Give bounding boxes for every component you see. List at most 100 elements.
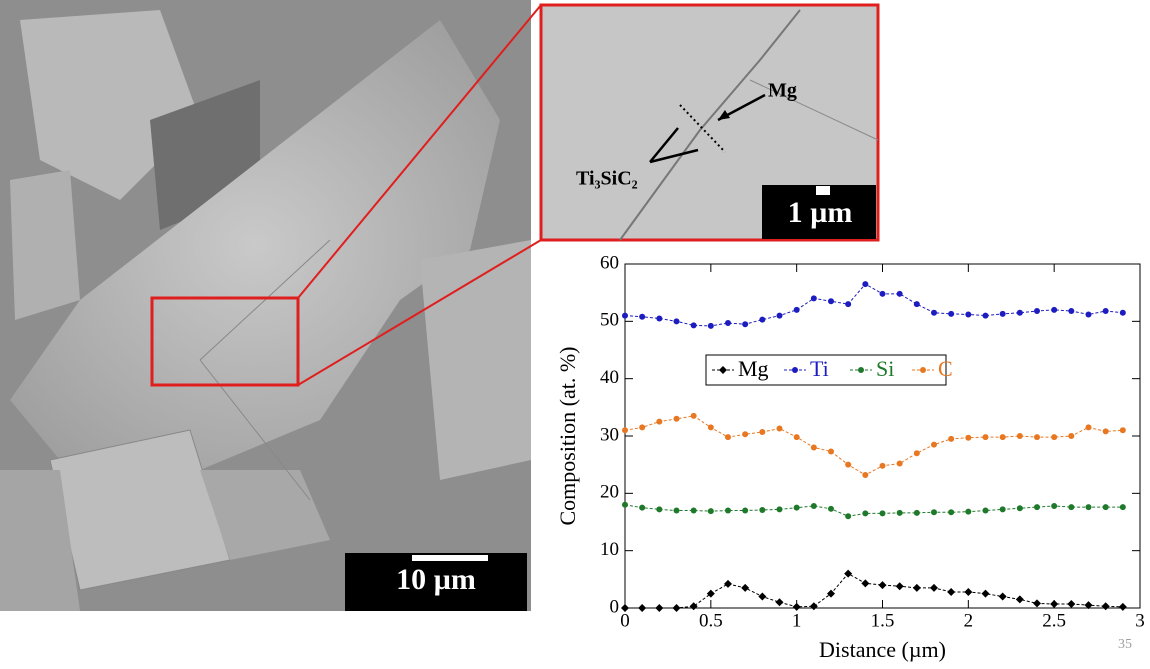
legend-label: Ti bbox=[810, 356, 829, 381]
marker bbox=[827, 590, 835, 598]
marker bbox=[880, 463, 886, 469]
marker bbox=[1068, 433, 1074, 439]
marker bbox=[691, 322, 697, 328]
marker bbox=[725, 508, 731, 514]
marker bbox=[1119, 603, 1127, 611]
marker bbox=[1034, 434, 1040, 440]
marker bbox=[674, 318, 680, 324]
marker bbox=[983, 508, 989, 514]
marker bbox=[931, 310, 937, 316]
sem-inset: Mg Ti₃SiC₂ 1 µm bbox=[541, 5, 878, 240]
marker bbox=[708, 508, 714, 514]
marker bbox=[1016, 595, 1024, 603]
marker bbox=[1017, 310, 1023, 316]
marker bbox=[1103, 428, 1109, 434]
marker bbox=[948, 311, 954, 317]
marker bbox=[965, 435, 971, 441]
marker bbox=[897, 461, 903, 467]
marker bbox=[691, 413, 697, 419]
x-axis-label: Distance (µm) bbox=[819, 637, 946, 662]
marker bbox=[914, 301, 920, 307]
marker bbox=[1068, 308, 1074, 314]
marker bbox=[931, 509, 937, 515]
marker bbox=[1050, 600, 1058, 608]
marker bbox=[983, 313, 989, 319]
marker bbox=[845, 462, 851, 468]
marker bbox=[656, 419, 662, 425]
y-tick-label: 30 bbox=[600, 424, 619, 445]
marker bbox=[1086, 504, 1092, 510]
marker bbox=[708, 424, 714, 430]
x-tick-label: 1.5 bbox=[871, 610, 895, 631]
marker bbox=[828, 506, 834, 512]
marker bbox=[811, 295, 817, 301]
marker bbox=[965, 311, 971, 317]
marker bbox=[622, 427, 628, 433]
scale-bar-label: 10 µm bbox=[396, 563, 476, 596]
marker bbox=[674, 416, 680, 422]
annotation: Mg bbox=[768, 80, 797, 102]
marker bbox=[776, 598, 784, 606]
marker bbox=[1120, 504, 1126, 510]
y-tick-label: 20 bbox=[600, 482, 619, 503]
x-tick-label: 0 bbox=[620, 610, 630, 631]
marker bbox=[1017, 433, 1023, 439]
legend-marker bbox=[792, 367, 798, 373]
marker bbox=[880, 291, 886, 297]
y-tick-label: 50 bbox=[600, 310, 619, 331]
slide: 10 µm Mg Ti₃SiC₂ 1 µm 35 010203040506000… bbox=[0, 0, 1150, 669]
marker bbox=[1051, 434, 1057, 440]
series-line bbox=[625, 574, 1123, 608]
marker bbox=[948, 436, 954, 442]
marker bbox=[777, 506, 783, 512]
marker bbox=[1103, 308, 1109, 314]
slide-number: 35 bbox=[1118, 637, 1132, 652]
marker bbox=[828, 298, 834, 304]
marker bbox=[1120, 427, 1126, 433]
marker bbox=[913, 584, 921, 592]
x-tick-label: 0.5 bbox=[699, 610, 723, 631]
marker bbox=[707, 590, 715, 598]
marker bbox=[622, 313, 628, 319]
marker bbox=[724, 580, 732, 588]
marker bbox=[1120, 310, 1126, 316]
marker bbox=[1086, 311, 1092, 317]
marker bbox=[759, 317, 765, 323]
marker bbox=[690, 602, 698, 610]
x-tick-label: 2.5 bbox=[1042, 610, 1066, 631]
marker bbox=[879, 581, 887, 589]
marker bbox=[742, 321, 748, 327]
y-tick-label: 0 bbox=[610, 596, 620, 617]
marker bbox=[759, 429, 765, 435]
marker bbox=[1068, 504, 1074, 510]
plot-frame bbox=[625, 264, 1140, 608]
marker bbox=[777, 426, 783, 432]
marker bbox=[1034, 308, 1040, 314]
marker bbox=[964, 588, 972, 596]
marker bbox=[897, 291, 903, 297]
marker bbox=[845, 301, 851, 307]
marker bbox=[794, 434, 800, 440]
marker bbox=[947, 588, 955, 596]
marker bbox=[1000, 434, 1006, 440]
scale-bar-label: 1 µm bbox=[788, 196, 853, 229]
marker bbox=[844, 570, 852, 578]
marker bbox=[999, 593, 1007, 601]
marker bbox=[1103, 504, 1109, 510]
marker bbox=[742, 431, 748, 437]
legend-label: C bbox=[938, 356, 953, 381]
series-line bbox=[625, 284, 1123, 326]
marker bbox=[862, 472, 868, 478]
marker bbox=[811, 503, 817, 509]
marker bbox=[759, 507, 765, 513]
marker bbox=[673, 604, 681, 612]
marker bbox=[639, 314, 645, 320]
x-tick-label: 1 bbox=[792, 610, 802, 631]
marker bbox=[741, 584, 749, 592]
marker bbox=[777, 313, 783, 319]
marker bbox=[1051, 307, 1057, 313]
x-tick-label: 2 bbox=[964, 610, 974, 631]
marker bbox=[862, 510, 868, 516]
y-axis-label: Composition (at. %) bbox=[555, 346, 580, 525]
